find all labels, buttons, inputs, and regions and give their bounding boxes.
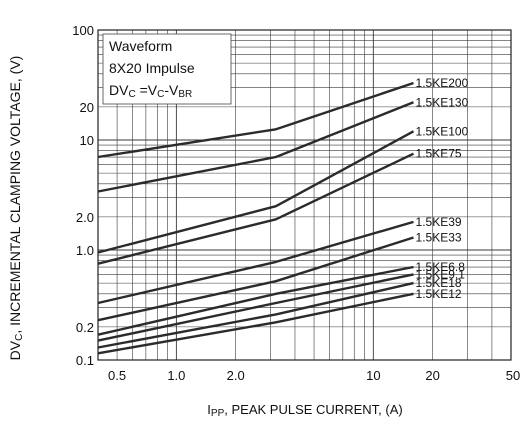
x-tick-label: 0.5: [108, 368, 126, 383]
series-label-1-5ke39: 1.5KE39: [416, 215, 462, 229]
x-axis-title-sub: PP: [211, 408, 225, 419]
legend-dv-sub: C: [128, 89, 135, 100]
y-tick-label: 0.1: [76, 353, 94, 368]
x-tick-label: 20: [425, 368, 439, 383]
series-label-1-5ke6-8: 1.5KE6.8: [416, 260, 466, 274]
y-tick-label: 0.2: [76, 320, 94, 335]
legend-line-2: 8X20 Impulse: [109, 60, 195, 76]
legend-minus-v: -V: [164, 82, 179, 98]
x-tick-labels: 0.5 1.0 2.0 10 20 50: [108, 368, 520, 383]
series-label-1-5ke33: 1.5KE33: [416, 230, 462, 244]
series-label-1-5ke75: 1.5KE75: [416, 147, 462, 161]
legend-vc-sub: C: [157, 89, 164, 100]
y-tick-labels: 0.1 0.2 1.0 2.0 10 20 100: [72, 23, 94, 368]
series-label-1-5ke200: 1.5KE200: [416, 76, 469, 90]
x-tick-label: 50: [506, 368, 520, 383]
series-group: [97, 81, 415, 355]
series-label-1-5ke12: 1.5KE12: [416, 287, 462, 301]
series-label-1-5ke130: 1.5KE130: [416, 95, 469, 109]
y-tick-label: 2.0: [76, 210, 94, 225]
y-axis-title-sub: C: [14, 334, 25, 341]
x-tick-label: 2.0: [227, 368, 245, 383]
series-line-1-5ke12: [97, 292, 414, 355]
x-tick-label: 10: [366, 368, 380, 383]
legend-line-1: Waveform: [109, 38, 172, 54]
series-line-1-5ke100: [97, 130, 415, 254]
legend-vbr-sub: BR: [178, 89, 192, 100]
series-line-1-5ke9-1: [97, 273, 414, 342]
y-tick-label: 10: [80, 133, 94, 148]
series-line-1-5ke18: [97, 281, 414, 349]
legend-dv: DV: [109, 82, 129, 98]
x-tick-label: 1.0: [167, 368, 185, 383]
legend-box: Waveform 8X20 Impulse DVC =VC-VBR: [102, 33, 232, 105]
y-tick-label: 20: [80, 100, 94, 115]
series-line-1-5ke6-8: [97, 265, 414, 336]
series-label-1-5ke18: 1.5KE18: [416, 276, 462, 290]
legend-eq-v: =V: [136, 82, 158, 98]
curve-labels: 1.5KE2001.5KE1301.5KE1001.5KE751.5KE391.…: [416, 76, 469, 301]
y-tick-label: 100: [72, 23, 94, 38]
y-tick-label: 1.0: [76, 243, 94, 258]
y-axis-title: DVC, INCREMENTAL CLAMPING VOLTAGE, (V): [7, 56, 25, 361]
x-axis-title-main: I: [207, 402, 211, 417]
series-line-1-5ke200: [97, 81, 414, 159]
plot-frame: [97, 29, 512, 361]
y-axis-title-rest: , INCREMENTAL CLAMPING VOLTAGE, (V): [7, 56, 23, 334]
x-axis-title: IPP, PEAK PULSE CURRENT, (A): [207, 402, 402, 419]
series-line-1-5ke39: [97, 220, 414, 305]
legend-background: [102, 33, 232, 105]
series-line-1-5ke130: [97, 101, 414, 193]
series-line-1-5ke33: [97, 236, 414, 322]
y-axis-title-main: DV: [7, 340, 23, 360]
series-line-1-5ke75: [97, 152, 415, 265]
series-label-1-5ke100: 1.5KE100: [416, 124, 469, 138]
x-axis-title-rest: , PEAK PULSE CURRENT, (A): [224, 402, 402, 417]
legend-line-3: DVC =VC-VBR: [109, 82, 192, 100]
series-label-1-5ke9-1: 1.5KE9.1: [416, 267, 466, 281]
